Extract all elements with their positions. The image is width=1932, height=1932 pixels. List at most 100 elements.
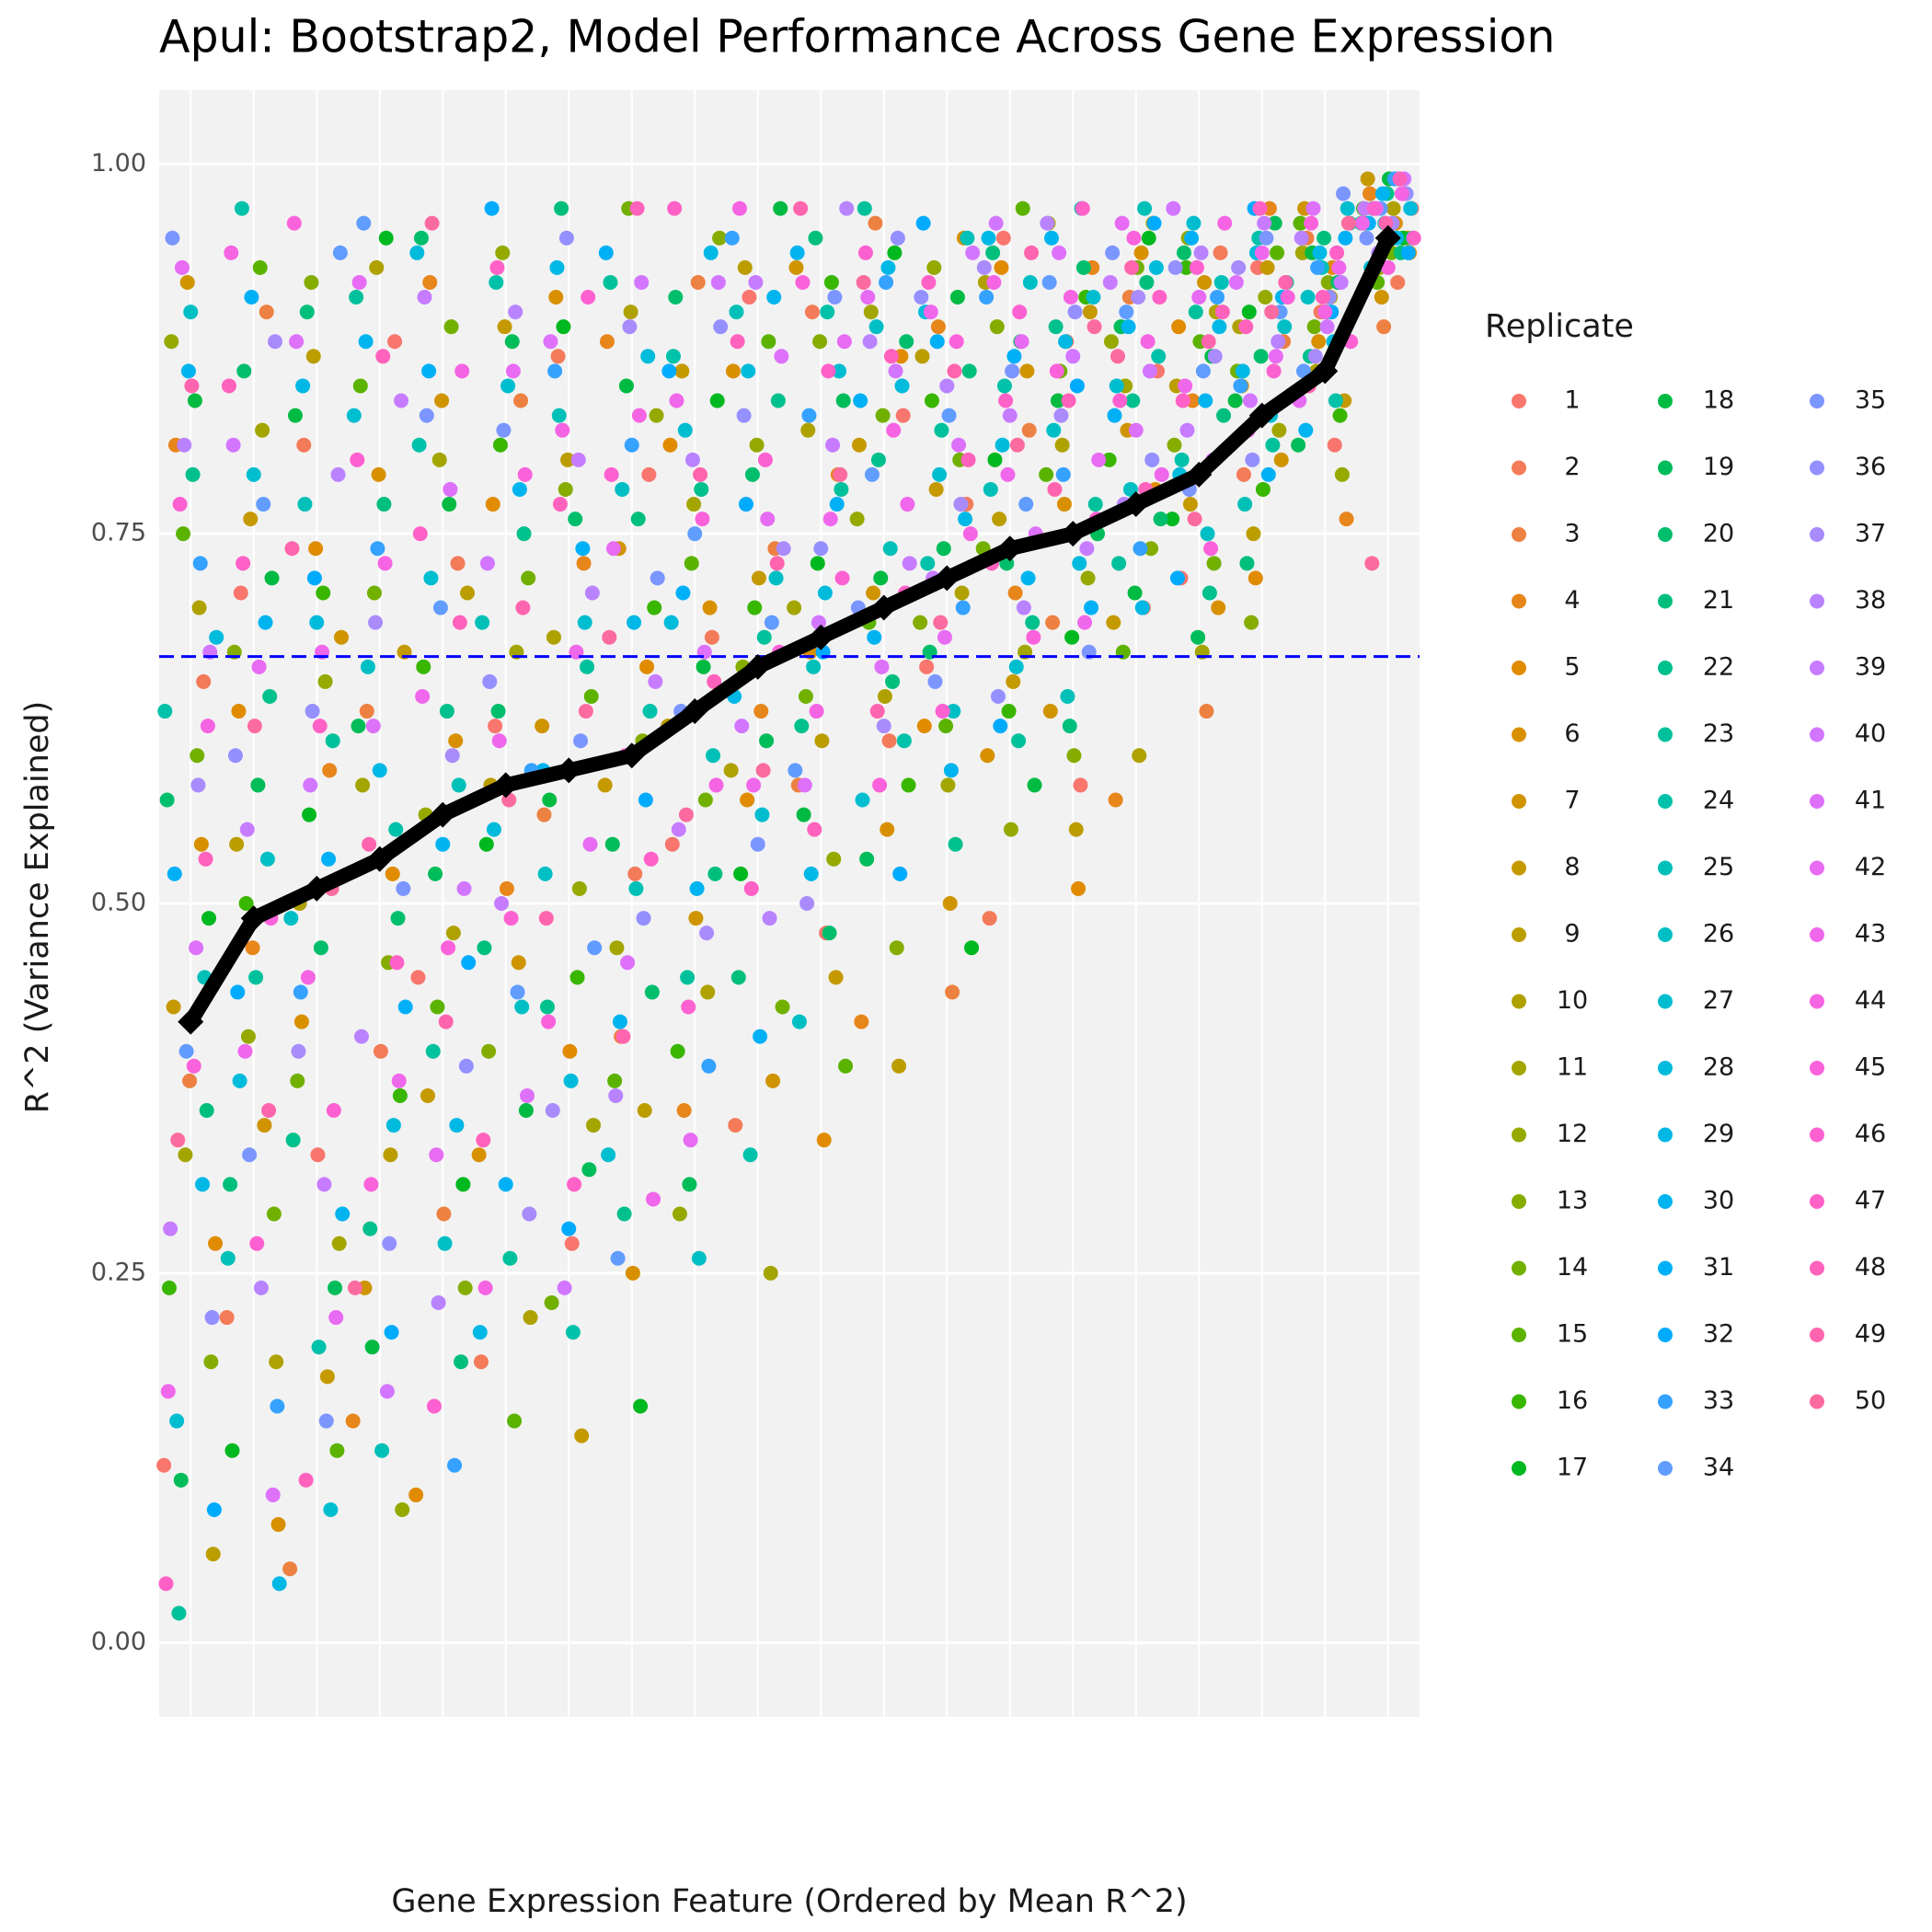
point [734, 719, 750, 734]
point [496, 422, 512, 438]
point [867, 629, 882, 645]
point [753, 1029, 768, 1044]
point [960, 452, 976, 467]
point [1114, 215, 1130, 231]
point [760, 512, 776, 527]
point [773, 201, 788, 216]
point [642, 704, 658, 719]
point [883, 349, 899, 364]
point [855, 792, 870, 808]
point [328, 1310, 344, 1326]
point [683, 1133, 698, 1148]
point [429, 1147, 444, 1163]
point [892, 866, 908, 881]
point [1300, 290, 1316, 305]
point [612, 1014, 627, 1029]
point [318, 1413, 334, 1429]
point [1199, 704, 1214, 719]
point [672, 1206, 687, 1222]
point [880, 822, 895, 837]
point [1132, 748, 1147, 764]
point [1207, 349, 1223, 364]
point [1110, 349, 1125, 364]
point [1045, 615, 1061, 630]
point [231, 704, 247, 719]
point [1336, 186, 1351, 201]
point [885, 673, 901, 689]
point [995, 437, 1010, 453]
point [1049, 363, 1064, 379]
point [1109, 378, 1124, 394]
point [1189, 259, 1204, 275]
point [763, 1265, 778, 1281]
point [205, 1547, 221, 1562]
point [1125, 393, 1141, 408]
point [1333, 274, 1349, 290]
point [1152, 290, 1167, 305]
point [1254, 245, 1270, 260]
point [230, 984, 246, 1000]
point [511, 955, 526, 971]
point [1252, 201, 1268, 216]
point [477, 940, 492, 956]
legend-swatch [1512, 994, 1526, 1009]
point [1020, 570, 1036, 586]
mean-marker [1312, 358, 1339, 385]
point [668, 290, 684, 305]
point [877, 688, 892, 704]
point [1374, 290, 1389, 305]
point [696, 659, 711, 674]
point [833, 466, 848, 482]
mean-marker [304, 875, 330, 902]
point [550, 349, 566, 364]
point [881, 733, 897, 749]
point [766, 290, 782, 305]
legend-swatch [1810, 1260, 1824, 1276]
legend-swatch [1810, 460, 1824, 476]
point [1200, 526, 1215, 542]
mean-marker [618, 742, 645, 769]
point [442, 497, 457, 512]
point [915, 215, 931, 231]
point [675, 585, 691, 601]
point [1259, 259, 1275, 275]
point [430, 999, 445, 1015]
point [1134, 600, 1150, 615]
point [814, 733, 830, 749]
legend-swatch [1512, 860, 1526, 876]
point [521, 570, 536, 586]
point [725, 363, 741, 379]
mean-marker [366, 845, 393, 872]
point [1079, 541, 1095, 557]
point [985, 245, 1001, 260]
point [776, 541, 791, 557]
point [1016, 600, 1031, 615]
point [753, 704, 769, 719]
point [510, 984, 525, 1000]
point [206, 1501, 222, 1517]
mean-marker [430, 801, 456, 828]
point [1359, 230, 1374, 246]
point [1265, 437, 1281, 453]
point [242, 1147, 258, 1163]
point [1056, 497, 1072, 512]
point [481, 1043, 497, 1059]
point [456, 880, 472, 896]
point [370, 541, 385, 557]
point [172, 497, 188, 512]
point [1069, 378, 1085, 394]
point [960, 230, 975, 246]
legend-label: 10 [1557, 986, 1588, 1015]
legend-label: 45 [1855, 1053, 1886, 1082]
point [1133, 541, 1148, 557]
point [634, 274, 650, 290]
point [1236, 466, 1251, 482]
point [947, 363, 962, 379]
point [356, 215, 372, 231]
point [583, 688, 599, 704]
point [262, 688, 278, 704]
legend-swatch [1512, 527, 1526, 542]
point [177, 437, 192, 453]
point [394, 393, 409, 408]
point [576, 556, 592, 571]
